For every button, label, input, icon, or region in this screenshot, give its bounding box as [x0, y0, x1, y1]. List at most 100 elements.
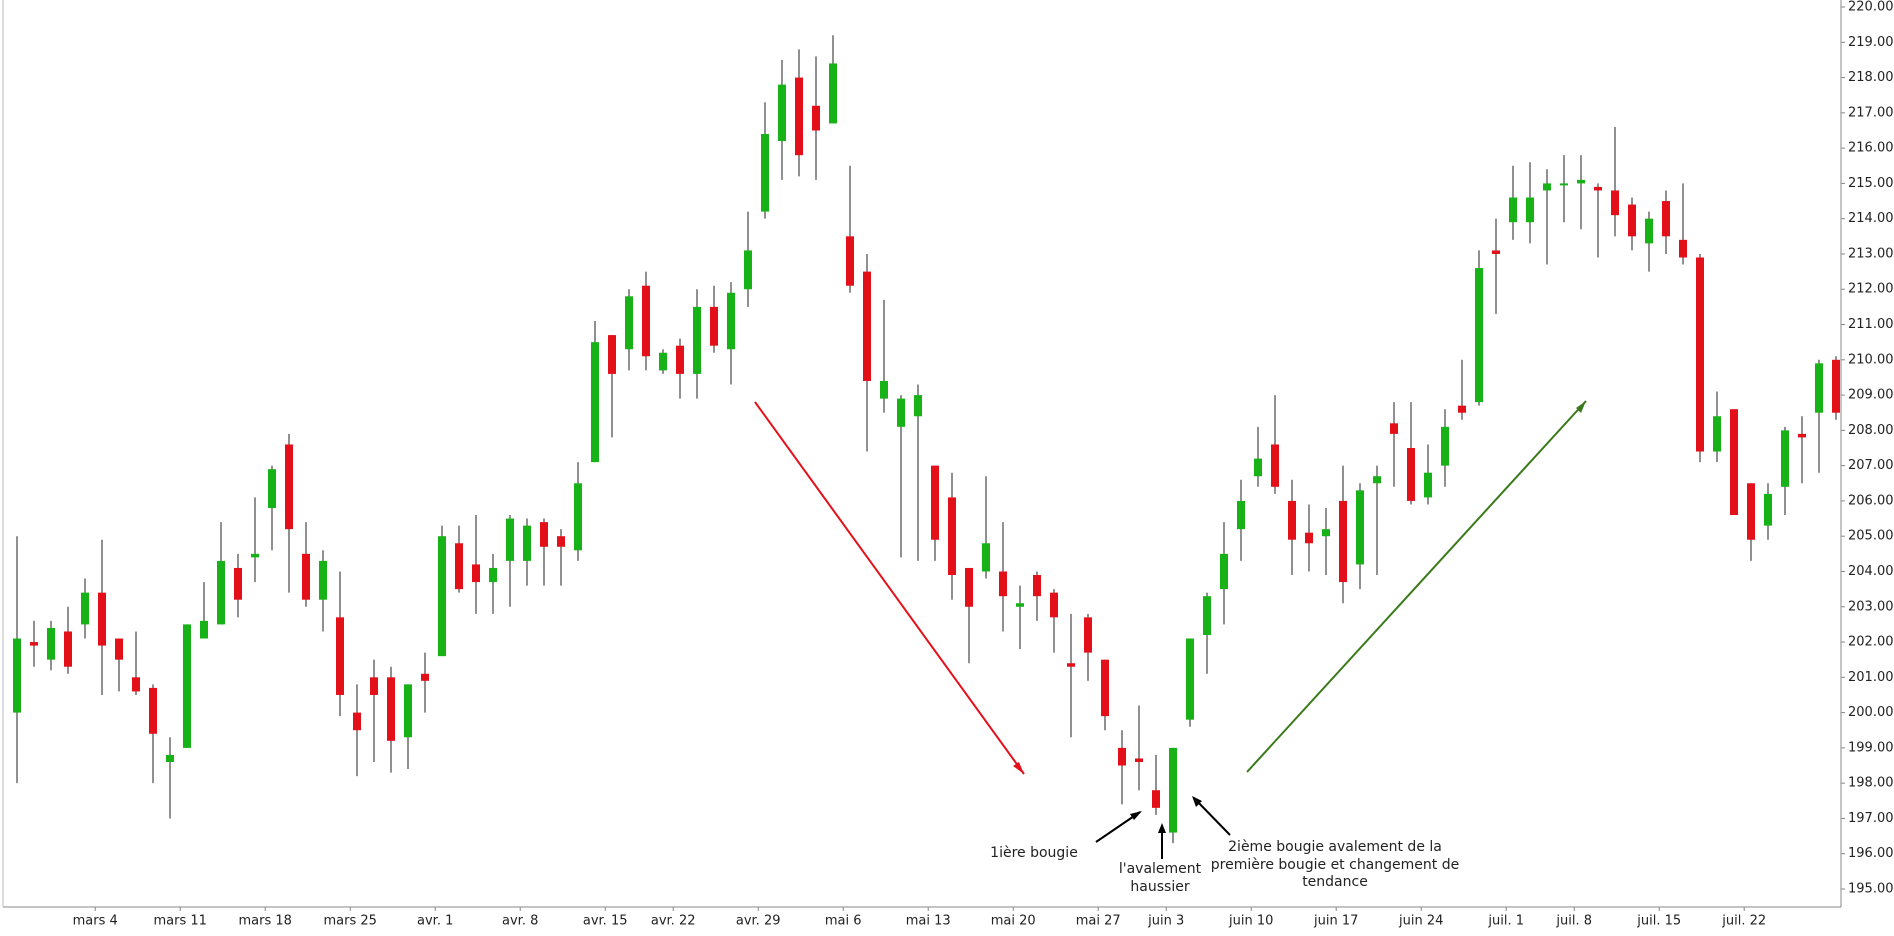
- candle-body: [217, 560, 225, 625]
- candle-body: [472, 564, 480, 583]
- y-tick-label: 205.00: [1848, 529, 1894, 544]
- y-tick-label: 219.00: [1848, 35, 1894, 50]
- y-tick-label: 198.00: [1848, 776, 1894, 791]
- candle-body: [642, 285, 650, 357]
- candle-body: [489, 567, 497, 583]
- x-tick-label: mars 18: [238, 914, 291, 929]
- candle-body: [948, 497, 956, 576]
- candle-body: [1509, 197, 1517, 223]
- candle-body: [1050, 592, 1058, 618]
- candle-body: [1356, 490, 1364, 565]
- y-tick-label: 208.00: [1848, 423, 1894, 438]
- x-tick-label: avr. 15: [583, 914, 628, 929]
- candle-body: [404, 684, 412, 738]
- candle-body: [846, 236, 854, 286]
- candle-body: [336, 617, 344, 695]
- candle-body: [1152, 790, 1160, 808]
- x-tick-label: mars 25: [323, 914, 376, 929]
- candle-body: [1424, 472, 1432, 498]
- candle-body: [1237, 500, 1245, 530]
- candle-body: [1101, 659, 1109, 717]
- candle-body: [812, 105, 820, 131]
- candle-body: [1628, 204, 1636, 237]
- y-tick-label: 215.00: [1848, 176, 1894, 191]
- x-tick-label: avr. 1: [417, 914, 453, 929]
- candle-body: [13, 638, 21, 713]
- candle-body: [285, 444, 293, 530]
- candle-body: [608, 335, 616, 374]
- x-tick-label: mars 11: [153, 914, 206, 929]
- candle-body: [982, 543, 990, 572]
- candle-body: [540, 522, 548, 547]
- candle-body: [880, 380, 888, 399]
- candle-body: [200, 620, 208, 639]
- candle-body: [1696, 257, 1704, 452]
- pointer-arrowhead: [1158, 823, 1166, 833]
- candle-body: [319, 560, 327, 600]
- pointer-arrow: [1193, 797, 1231, 836]
- annotation: tendance: [1302, 874, 1368, 890]
- candle-body: [1594, 186, 1602, 191]
- candle-body: [30, 642, 38, 646]
- candle-body: [1254, 458, 1262, 477]
- annotation: 1ière bougie: [990, 845, 1078, 861]
- candle-body: [557, 536, 565, 547]
- annotation: 2ième bougie avalement de la: [1228, 839, 1442, 855]
- candle-body: [744, 250, 752, 290]
- candle-body: [1730, 409, 1738, 516]
- candle-body: [251, 553, 259, 558]
- candle-body: [1798, 433, 1806, 438]
- candle-body: [1220, 553, 1228, 590]
- candle-body: [863, 271, 871, 381]
- x-tick-label: mai 27: [1076, 914, 1121, 929]
- pointer-arrowhead: [1130, 811, 1142, 820]
- pointer-arrowhead: [1192, 796, 1202, 807]
- candle-body: [778, 84, 786, 142]
- candle-body: [591, 342, 599, 463]
- candle-body: [234, 567, 242, 600]
- x-tick-label: mars 4: [73, 914, 118, 929]
- y-tick-label: 212.00: [1848, 282, 1894, 297]
- candle-body: [387, 677, 395, 741]
- x-tick-label: juin 3: [1147, 914, 1184, 929]
- x-tick-label: juil. 15: [1636, 914, 1681, 929]
- candle-body: [1713, 416, 1721, 452]
- x-tick-label: juil. 22: [1721, 914, 1766, 929]
- x-tick-label: juin 24: [1398, 914, 1443, 929]
- candle-body: [1033, 575, 1041, 597]
- candle-body: [897, 398, 905, 427]
- candle-body: [1832, 359, 1840, 413]
- candle-body: [710, 306, 718, 346]
- candle-body: [1322, 529, 1330, 537]
- candle-body: [1611, 190, 1619, 216]
- x-tick-label: mai 6: [825, 914, 862, 929]
- candle-body: [64, 631, 72, 667]
- y-tick-label: 213.00: [1848, 246, 1894, 261]
- candle-body: [829, 63, 837, 124]
- candle-body: [1169, 747, 1177, 833]
- y-tick-label: 209.00: [1848, 388, 1894, 403]
- candle-body: [727, 292, 735, 350]
- candle-body: [1645, 218, 1653, 244]
- candle-body: [1016, 603, 1024, 607]
- y-tick-label: 217.00: [1848, 105, 1894, 120]
- candle-body: [166, 754, 174, 762]
- candle-body: [455, 543, 463, 590]
- annotation: l'avalement: [1119, 861, 1202, 877]
- y-tick-label: 199.00: [1848, 740, 1894, 755]
- x-tick-label: juil. 8: [1555, 914, 1592, 929]
- y-tick-label: 202.00: [1848, 635, 1894, 650]
- y-tick-label: 195.00: [1848, 882, 1894, 897]
- y-tick-label: 197.00: [1848, 811, 1894, 826]
- y-tick-label: 201.00: [1848, 670, 1894, 685]
- candle-body: [1781, 430, 1789, 487]
- y-tick-label: 210.00: [1848, 352, 1894, 367]
- y-tick-label: 211.00: [1848, 317, 1894, 332]
- candle-body: [1186, 638, 1194, 720]
- x-tick-label: juin 10: [1228, 914, 1273, 929]
- y-tick-label: 204.00: [1848, 564, 1894, 579]
- candle-body: [81, 592, 89, 625]
- candle-body: [47, 627, 55, 660]
- candle-body: [1288, 500, 1296, 540]
